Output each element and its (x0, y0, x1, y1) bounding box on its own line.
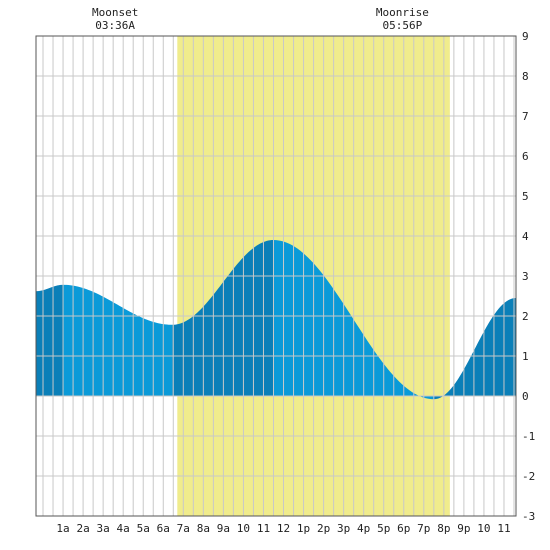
x-tick-label: 8p (437, 522, 450, 535)
moonrise-title: Moonrise (375, 6, 429, 19)
moonset-time: 03:36A (95, 19, 136, 32)
y-tick-label: 4 (522, 230, 529, 243)
y-tick-label: -3 (522, 510, 535, 523)
x-tick-label: 9p (457, 522, 470, 535)
moonrise-label: Moonrise 05:56P (362, 6, 442, 32)
y-tick-label: 5 (522, 190, 529, 203)
x-tick-label: 8a (197, 522, 210, 535)
x-tick-label: 11 (257, 522, 270, 535)
x-tick-label: 1a (56, 522, 69, 535)
x-tick-label: 6a (157, 522, 170, 535)
x-tick-label: 3p (337, 522, 350, 535)
y-tick-label: -1 (522, 430, 535, 443)
x-tick-label: 1p (297, 522, 310, 535)
x-tick-label: 2a (76, 522, 89, 535)
x-tick-label: 9a (217, 522, 230, 535)
x-tick-label: 4p (357, 522, 370, 535)
tide-segment (172, 240, 274, 396)
y-tick-label: 6 (522, 150, 529, 163)
y-tick-label: 2 (522, 310, 529, 323)
tide-segment (433, 298, 516, 400)
x-tick-label: 5p (377, 522, 390, 535)
x-tick-label: 4a (117, 522, 130, 535)
moonrise-time: 05:56P (382, 19, 423, 32)
x-tick-label: 7p (417, 522, 430, 535)
grid-lines (35, 35, 517, 517)
x-tick-label: 12 (277, 522, 290, 535)
y-tick-label: -2 (522, 470, 535, 483)
plot-frame (35, 35, 517, 517)
x-tick-label: 10 (237, 522, 250, 535)
x-tick-label: 10 (477, 522, 490, 535)
x-tick-label: 2p (317, 522, 330, 535)
x-tick-label: 3a (97, 522, 110, 535)
moonset-title: Moonset (91, 6, 139, 19)
x-tick-label: 11 (497, 522, 510, 535)
y-tick-label: 9 (522, 30, 529, 43)
moonset-label: Moonset 03:36A (75, 6, 155, 32)
x-tick-label: 6p (397, 522, 410, 535)
y-tick-label: 1 (522, 350, 529, 363)
tide-segment (36, 284, 64, 396)
y-tick-label: 7 (522, 110, 529, 123)
y-tick-label: 3 (522, 270, 529, 283)
x-tick-label: 7a (177, 522, 190, 535)
y-tick-label: 0 (522, 390, 529, 403)
x-tick-label: 5a (137, 522, 150, 535)
y-tick-label: 8 (522, 70, 529, 83)
tide-segment (63, 284, 173, 396)
